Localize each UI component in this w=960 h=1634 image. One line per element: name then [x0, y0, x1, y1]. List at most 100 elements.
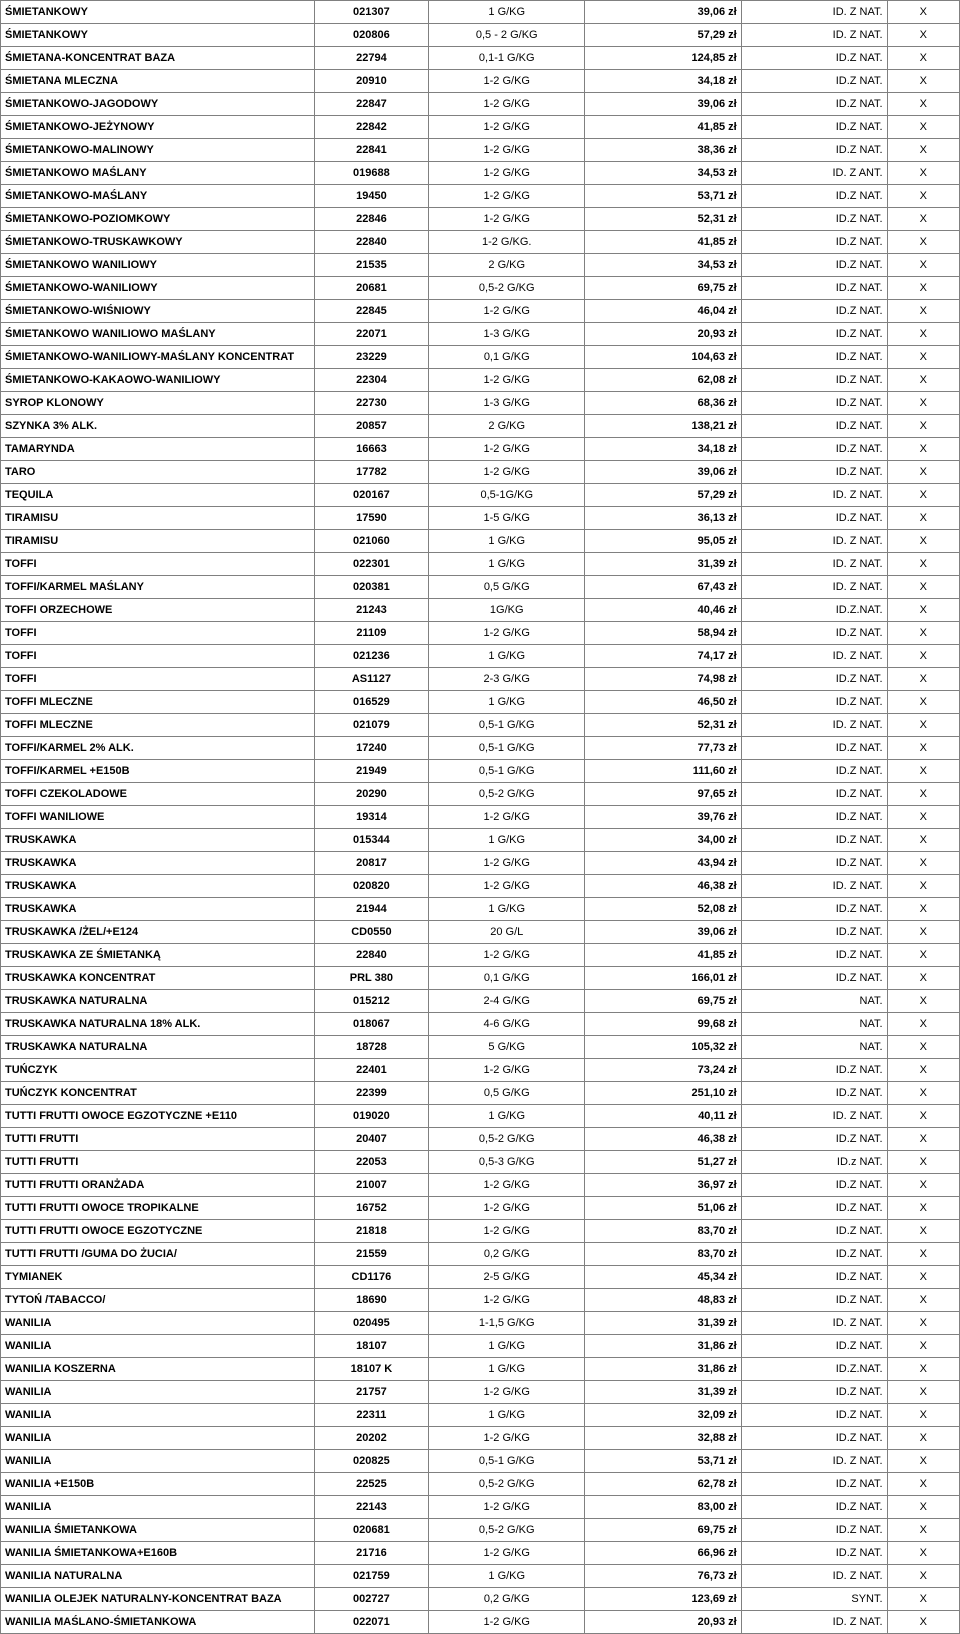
- cell-col0: ŚMIETANKOWO-MALINOWY: [1, 139, 315, 162]
- cell-col2: 1-2 G/KG: [429, 185, 585, 208]
- cell-col5: X: [887, 1404, 959, 1427]
- cell-col3: 46,50 zł: [585, 691, 741, 714]
- cell-col1: 17240: [314, 737, 428, 760]
- table-row: ŚMIETANKOWO-WIŚNIOWY228451-2 G/KG46,04 z…: [1, 300, 960, 323]
- cell-col2: 1-2 G/KG: [429, 139, 585, 162]
- cell-col3: 95,05 zł: [585, 530, 741, 553]
- cell-col2: 1-2 G/KG: [429, 875, 585, 898]
- cell-col5: X: [887, 1289, 959, 1312]
- cell-col1: PRL 380: [314, 967, 428, 990]
- cell-col0: TOFFI: [1, 668, 315, 691]
- table-row: TRUSKAWKA219441 G/KG52,08 złID.Z NAT.X: [1, 898, 960, 921]
- table-row: TOFFI/KARMEL 2% ALK.172400,5-1 G/KG77,73…: [1, 737, 960, 760]
- cell-col0: ŚMIETANKOWO-MAŚLANY: [1, 185, 315, 208]
- cell-col1: 21559: [314, 1243, 428, 1266]
- cell-col5: X: [887, 1174, 959, 1197]
- table-row: ŚMIETANKOWY0213071 G/KG39,06 złID. Z NAT…: [1, 1, 960, 24]
- cell-col5: X: [887, 1496, 959, 1519]
- table-row: TRUSKAWKA NATURALNA 18% ALK.0180674-6 G/…: [1, 1013, 960, 1036]
- cell-col5: X: [887, 1, 959, 24]
- cell-col5: X: [887, 415, 959, 438]
- table-row: WANILIA223111 G/KG32,09 złID.Z NAT.X: [1, 1404, 960, 1427]
- cell-col2: 1-2 G/KG: [429, 1381, 585, 1404]
- cell-col4: ID.Z NAT.: [741, 829, 887, 852]
- cell-col4: ID.Z NAT.: [741, 852, 887, 875]
- cell-col2: 2-3 G/KG: [429, 668, 585, 691]
- cell-col1: 22730: [314, 392, 428, 415]
- table-row: TIRAMISU175901-5 G/KG36,13 złID.Z NAT.X: [1, 507, 960, 530]
- table-row: TUŃCZYK KONCENTRAT223990,5 G/KG251,10 zł…: [1, 1082, 960, 1105]
- cell-col3: 31,39 zł: [585, 1381, 741, 1404]
- cell-col1: 015212: [314, 990, 428, 1013]
- cell-col1: 020825: [314, 1450, 428, 1473]
- cell-col5: X: [887, 116, 959, 139]
- cell-col3: 31,39 zł: [585, 1312, 741, 1335]
- cell-col0: WANILIA OLEJEK NATURALNY-KONCENTRAT BAZA: [1, 1588, 315, 1611]
- cell-col2: 1-2 G/KG: [429, 944, 585, 967]
- cell-col1: 21109: [314, 622, 428, 645]
- cell-col3: 20,93 zł: [585, 323, 741, 346]
- table-row: TOFFI ORZECHOWE212431G/KG40,46 złID.Z.NA…: [1, 599, 960, 622]
- cell-col0: ŚMIETANKOWO-KAKAOWO-WANILIOWY: [1, 369, 315, 392]
- table-row: WANILIA181071 G/KG31,86 złID.Z NAT.X: [1, 1335, 960, 1358]
- cell-col1: 022071: [314, 1611, 428, 1634]
- cell-col1: 021060: [314, 530, 428, 553]
- cell-col3: 46,38 zł: [585, 1128, 741, 1151]
- cell-col4: ID.Z.NAT.: [741, 1358, 887, 1381]
- cell-col0: TOFFI/KARMEL 2% ALK.: [1, 737, 315, 760]
- table-row: TYTOŃ /TABACCO/186901-2 G/KG48,83 złID.Z…: [1, 1289, 960, 1312]
- cell-col2: 5 G/KG: [429, 1036, 585, 1059]
- cell-col1: 17590: [314, 507, 428, 530]
- cell-col2: 1-2 G/KG: [429, 1496, 585, 1519]
- cell-col1: 18107: [314, 1335, 428, 1358]
- cell-col2: 1G/KG: [429, 599, 585, 622]
- cell-col0: WANILIA MAŚLANO-ŚMIETANKOWA: [1, 1611, 315, 1634]
- cell-col5: X: [887, 668, 959, 691]
- cell-col2: 2 G/KG: [429, 415, 585, 438]
- cell-col4: ID.Z NAT.: [741, 1404, 887, 1427]
- cell-col0: WANILIA: [1, 1427, 315, 1450]
- cell-col2: 1-5 G/KG: [429, 507, 585, 530]
- table-row: ŚMIETANA-KONCENTRAT BAZA227940,1-1 G/KG1…: [1, 47, 960, 70]
- cell-col5: X: [887, 1105, 959, 1128]
- cell-col0: TUŃCZYK: [1, 1059, 315, 1082]
- cell-col3: 138,21 zł: [585, 415, 741, 438]
- cell-col0: WANILIA: [1, 1381, 315, 1404]
- cell-col3: 52,31 zł: [585, 714, 741, 737]
- cell-col2: 20 G/L: [429, 921, 585, 944]
- cell-col2: 1-3 G/KG: [429, 323, 585, 346]
- cell-col5: X: [887, 714, 959, 737]
- cell-col5: X: [887, 484, 959, 507]
- table-row: TUTTI FRUTTI OWOCE EGZOTYCZNE +E11001902…: [1, 1105, 960, 1128]
- cell-col5: X: [887, 829, 959, 852]
- cell-col0: ŚMIETANKOWO-JEŻYNOWY: [1, 116, 315, 139]
- table-row: WANILIA0204951-1,5 G/KG31,39 złID. Z NAT…: [1, 1312, 960, 1335]
- cell-col1: 018067: [314, 1013, 428, 1036]
- cell-col0: WANILIA: [1, 1404, 315, 1427]
- cell-col5: X: [887, 921, 959, 944]
- cell-col4: ID.Z NAT.: [741, 1381, 887, 1404]
- cell-col0: TEQUILA: [1, 484, 315, 507]
- cell-col3: 62,78 zł: [585, 1473, 741, 1496]
- cell-col1: 021236: [314, 645, 428, 668]
- cell-col2: 1-2 G/KG: [429, 93, 585, 116]
- cell-col1: 21535: [314, 254, 428, 277]
- cell-col1: 20910: [314, 70, 428, 93]
- cell-col0: ŚMIETANKOWO-JAGODOWY: [1, 93, 315, 116]
- cell-col0: ŚMIETANKOWO WANILIOWO MAŚLANY: [1, 323, 315, 346]
- cell-col0: WANILIA: [1, 1450, 315, 1473]
- cell-col3: 41,85 zł: [585, 116, 741, 139]
- table-row: ŚMIETANKOWO-WANILIOWY206810,5-2 G/KG69,7…: [1, 277, 960, 300]
- cell-col3: 34,53 zł: [585, 162, 741, 185]
- cell-col2: 1-2 G/KG: [429, 162, 585, 185]
- cell-col2: 0,1 G/KG: [429, 967, 585, 990]
- cell-col2: 0,1 G/KG: [429, 346, 585, 369]
- cell-col4: ID.Z.NAT.: [741, 599, 887, 622]
- cell-col5: X: [887, 369, 959, 392]
- cell-col3: 74,98 zł: [585, 668, 741, 691]
- table-row: WANILIA217571-2 G/KG31,39 złID.Z NAT.X: [1, 1381, 960, 1404]
- cell-col0: TOFFI CZEKOLADOWE: [1, 783, 315, 806]
- cell-col3: 53,71 zł: [585, 185, 741, 208]
- cell-col5: X: [887, 277, 959, 300]
- cell-col3: 31,86 zł: [585, 1358, 741, 1381]
